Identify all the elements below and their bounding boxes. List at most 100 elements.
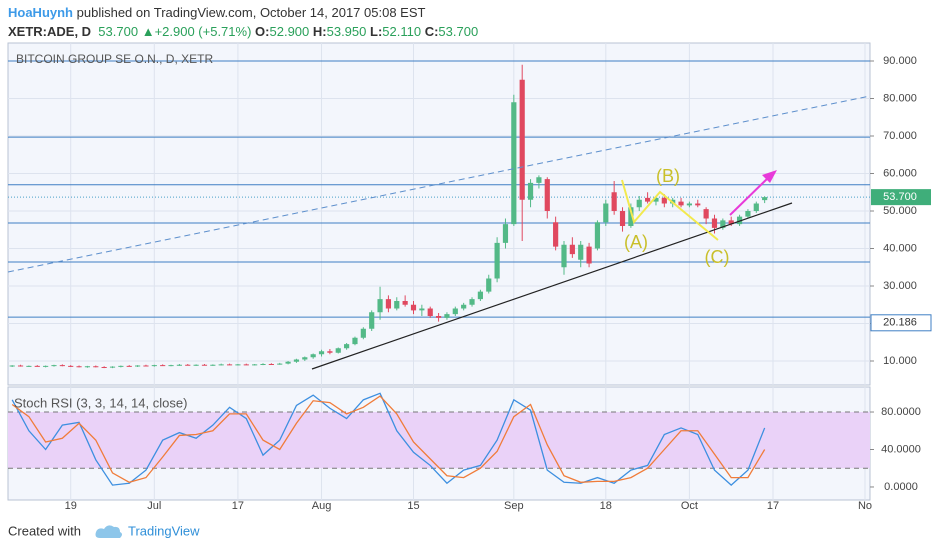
wave-label: (A)	[624, 232, 648, 252]
candle-body	[385, 299, 392, 309]
candle-body	[553, 222, 559, 247]
ohlc-key: L:	[370, 24, 383, 39]
band-fill	[8, 412, 870, 469]
candle-body	[619, 211, 626, 226]
candle-body	[611, 192, 617, 211]
candle-body	[51, 365, 57, 367]
candle-body	[160, 365, 166, 367]
candle-body	[201, 364, 208, 366]
candle-body	[402, 301, 408, 305]
candle-body	[285, 361, 291, 364]
candle-body	[762, 197, 768, 201]
candle-body	[109, 366, 116, 368]
brand[interactable]: TradingView	[128, 523, 200, 538]
candle-body	[17, 365, 24, 367]
x-tick-label: Oct	[681, 500, 698, 512]
marker-price-box	[870, 314, 932, 332]
arrow-head	[762, 170, 777, 183]
candle-body	[218, 364, 224, 366]
y-tick-label: 80.000	[883, 92, 917, 104]
candle-body	[268, 364, 274, 365]
published: published on TradingView.com, October 14…	[76, 5, 426, 20]
candle-body	[101, 367, 107, 368]
candle-body	[678, 201, 684, 206]
candle-body	[318, 351, 325, 355]
x-tick-label: 18	[600, 500, 612, 512]
candle-body	[695, 203, 701, 206]
candle-body	[302, 357, 308, 360]
candle-body	[34, 365, 40, 367]
candle-body	[68, 365, 74, 367]
stoch-line	[11, 392, 766, 486]
candle-body	[536, 177, 542, 183]
x-tick-label: Aug	[312, 500, 332, 512]
candle-body	[569, 244, 575, 255]
candle-body	[394, 301, 400, 309]
ohlc-value: 53.950	[326, 24, 367, 39]
x-tick-label: Jul	[147, 500, 161, 512]
candle-body	[469, 299, 475, 305]
candle-body	[628, 207, 634, 226]
candle-body	[435, 316, 442, 318]
candle-body	[544, 179, 550, 211]
candle-body	[310, 354, 316, 358]
candle-body	[243, 364, 249, 366]
candle-body	[645, 197, 651, 202]
author[interactable]: HoaHuynh	[8, 5, 73, 20]
y-tick-label: 30.000	[883, 280, 917, 292]
candle-body	[168, 365, 174, 367]
quote-line: XETR:ADE, D 53.700 ▲+2.900 (+5.71%) O:52…	[8, 22, 478, 41]
candle-body	[293, 359, 300, 362]
candle-body	[703, 209, 709, 219]
candle-body	[135, 365, 141, 367]
candle-body	[360, 328, 366, 338]
candle-body	[461, 304, 467, 309]
candle-body	[176, 364, 182, 366]
abc-wave	[621, 179, 719, 241]
y-tick-label: 40.0000	[881, 443, 921, 455]
candle-body	[494, 242, 500, 279]
y-tick-label: 70.000	[883, 130, 917, 142]
candle-body	[586, 246, 592, 264]
candle-body	[753, 203, 759, 211]
candle-body	[185, 364, 191, 366]
candle-body	[653, 197, 659, 202]
candle-body	[9, 365, 15, 367]
candle-body	[427, 308, 433, 316]
symbol: XETR:ADE, D	[8, 24, 92, 39]
candle-body	[344, 344, 350, 349]
candle-body	[636, 199, 642, 208]
x-tick-label: 19	[65, 500, 77, 512]
ohlc-value: 52.900	[269, 24, 310, 39]
x-tick-label: 17	[232, 500, 244, 512]
candle-body	[143, 365, 149, 367]
last-price-box	[871, 189, 931, 206]
candle-body	[118, 365, 124, 367]
price-panel	[7, 42, 871, 386]
projection-arrow	[729, 175, 771, 216]
candle-body	[578, 244, 584, 260]
x-tick-label: No	[858, 500, 872, 512]
candle-body	[43, 365, 49, 367]
candle-body	[84, 366, 91, 368]
candle-body	[93, 366, 99, 368]
panel-title: Stoch RSI (3, 3, 14, 14, close)	[14, 395, 187, 410]
ohlc-key: C:	[424, 24, 439, 39]
candle-body	[260, 364, 266, 365]
ohlc-key: O:	[255, 24, 270, 39]
candle-body	[126, 365, 132, 367]
wave-label: (B)	[656, 166, 680, 186]
y-tick-label: 80.0000	[881, 406, 921, 418]
y-tick-label: 60.000	[883, 167, 917, 179]
candle-body	[527, 182, 534, 200]
wave-label: (C)	[705, 247, 730, 267]
candle-body	[686, 203, 692, 206]
candle-body	[736, 216, 743, 225]
candle-body	[76, 366, 82, 368]
candle-body	[728, 220, 734, 225]
y-tick-label: 50.000	[883, 205, 917, 217]
candle-body	[369, 312, 375, 329]
candle-body	[210, 364, 216, 366]
header: HoaHuynh published on TradingView.com, O…	[8, 3, 478, 41]
